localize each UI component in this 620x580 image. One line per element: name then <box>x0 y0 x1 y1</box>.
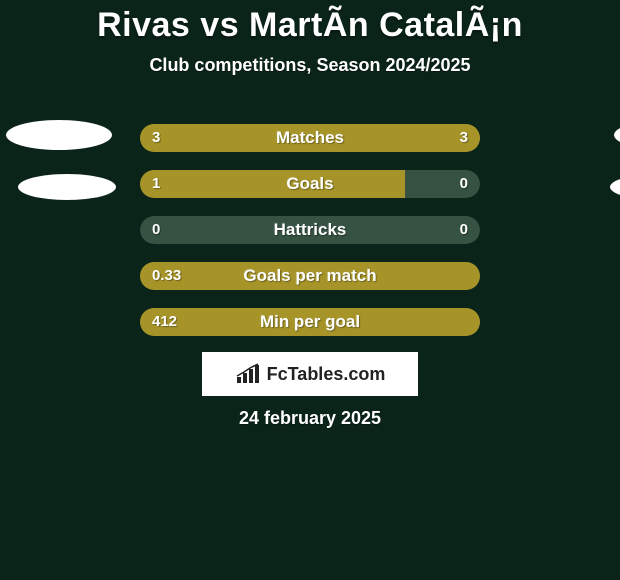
brand-chart-icon <box>235 363 261 385</box>
stat-row: 00Hattricks <box>140 216 480 244</box>
brand-text: FcTables.com <box>267 364 386 385</box>
stat-label: Goals per match <box>140 262 480 290</box>
stat-label: Goals <box>140 170 480 198</box>
brand-icon-bars <box>237 364 259 383</box>
date-text: 24 february 2025 <box>0 408 620 429</box>
avatar-right-ellipse-bottom <box>610 174 620 200</box>
stat-row: 412Min per goal <box>140 308 480 336</box>
page-subtitle: Club competitions, Season 2024/2025 <box>0 55 620 76</box>
page-title: Rivas vs MartÃ­n CatalÃ¡n <box>0 0 620 45</box>
stat-label: Matches <box>140 124 480 152</box>
stat-row: 33Matches <box>140 124 480 152</box>
avatar-left-ellipse-top <box>6 120 112 150</box>
stat-row: 0.33Goals per match <box>140 262 480 290</box>
stat-label: Min per goal <box>140 308 480 336</box>
avatar-left-ellipse-bottom <box>18 174 116 200</box>
avatar-right-ellipse-top <box>614 120 620 150</box>
brand-box: FcTables.com <box>202 352 418 396</box>
stat-row: 10Goals <box>140 170 480 198</box>
stats-panel: 33Matches 10Goals 00Hattricks 0.33Goals per… <box>140 124 480 354</box>
content-root: Rivas vs MartÃ­n CatalÃ¡n Club competiti… <box>0 0 620 580</box>
stat-label: Hattricks <box>140 216 480 244</box>
